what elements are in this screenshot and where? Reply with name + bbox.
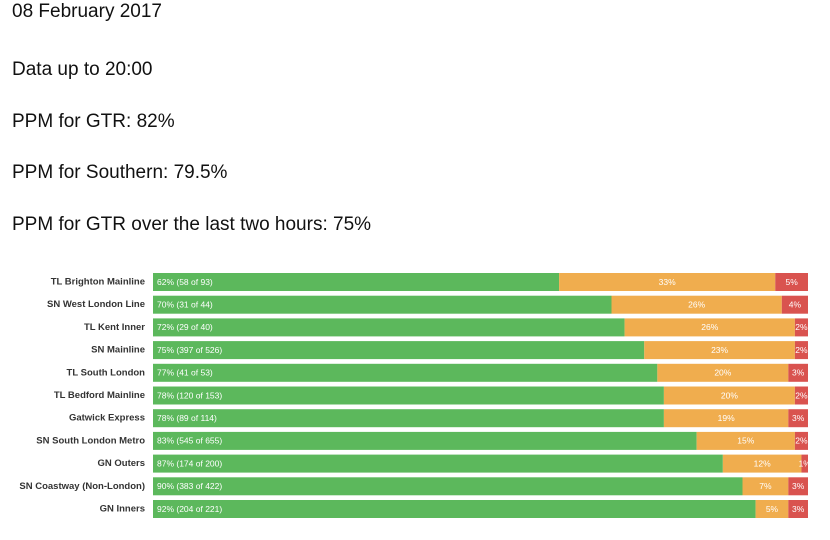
segment-label: 3% bbox=[792, 413, 805, 423]
segment-label: 3% bbox=[792, 504, 805, 514]
bar-segment bbox=[788, 409, 808, 428]
segment-label: 83% (545 of 655) bbox=[157, 436, 222, 446]
ppm-southern: PPM for Southern: 79.5% bbox=[12, 162, 228, 183]
bar-segment bbox=[696, 431, 795, 450]
segment-label: 90% (383 of 422) bbox=[157, 481, 222, 491]
segment-label: 15% bbox=[737, 436, 754, 446]
bar-segment bbox=[624, 318, 795, 337]
bar-segment bbox=[755, 500, 789, 518]
segment-label: 3% bbox=[792, 368, 805, 378]
segment-label: 20% bbox=[714, 368, 731, 378]
bar-segment bbox=[611, 295, 782, 314]
category-label: SN Mainline bbox=[91, 345, 145, 356]
segment-label: 78% (89 of 114) bbox=[157, 413, 217, 423]
category-label: TL South London bbox=[67, 367, 146, 378]
bar-segment bbox=[153, 454, 723, 473]
segment-label: 3% bbox=[792, 481, 805, 491]
segment-label: 75% (397 of 526) bbox=[157, 345, 222, 355]
segment-label: 26% bbox=[701, 322, 718, 332]
segment-label: 7% bbox=[759, 481, 772, 491]
category-label: SN Coastway (Non-London) bbox=[19, 481, 145, 492]
bar-segment bbox=[657, 363, 789, 382]
ppm-gtr-two-hours: PPM for GTR over the last two hours: 75% bbox=[12, 214, 371, 235]
category-label: SN South London Metro bbox=[36, 435, 145, 446]
bar-segment bbox=[742, 477, 789, 496]
data-up-to: Data up to 20:00 bbox=[12, 59, 153, 80]
segment-label: 26% bbox=[688, 299, 705, 309]
category-label: Gatwick Express bbox=[69, 413, 145, 424]
segment-label: 4% bbox=[789, 299, 802, 309]
segment-label: 2% bbox=[795, 436, 808, 446]
segment-label: 92% (204 of 221) bbox=[157, 504, 222, 514]
bar-segment bbox=[153, 431, 697, 450]
bar-segment bbox=[153, 477, 743, 496]
bar-segment bbox=[788, 500, 808, 518]
bar-segment bbox=[153, 273, 560, 291]
bar-segment bbox=[153, 295, 612, 314]
segment-label: 5% bbox=[766, 504, 779, 514]
bar-segment bbox=[153, 363, 658, 382]
segment-label: 23% bbox=[711, 345, 728, 355]
category-label: TL Bedford Mainline bbox=[54, 390, 145, 401]
bar-segment bbox=[153, 318, 625, 337]
segment-label: 2% bbox=[795, 390, 808, 400]
bar-segment bbox=[788, 477, 808, 496]
category-label: TL Kent Inner bbox=[84, 322, 145, 333]
bar-segment bbox=[153, 500, 756, 518]
bar-segment bbox=[663, 386, 795, 405]
bar-segment bbox=[722, 454, 802, 473]
bar-segment bbox=[788, 363, 808, 382]
segment-label: 62% (58 of 93) bbox=[157, 277, 213, 287]
bar-segment bbox=[794, 341, 808, 360]
segment-label: 77% (41 of 53) bbox=[157, 368, 213, 378]
bar-segment bbox=[794, 318, 808, 337]
bar-segment bbox=[559, 273, 776, 291]
segment-label: 12% bbox=[754, 458, 771, 468]
segment-label: 2% bbox=[795, 322, 808, 332]
bar-segment bbox=[644, 341, 795, 360]
segment-label: 33% bbox=[659, 277, 676, 287]
bar-segment bbox=[153, 409, 664, 428]
bar-segment bbox=[794, 431, 808, 450]
segment-label: 78% (120 of 153) bbox=[157, 390, 222, 400]
segment-label: 70% (31 of 44) bbox=[157, 299, 213, 309]
bar-segment bbox=[781, 295, 808, 314]
bar-segment bbox=[663, 409, 789, 428]
bar-segment bbox=[794, 386, 808, 405]
segment-label: 72% (29 of 40) bbox=[157, 322, 213, 332]
segment-label: 87% (174 of 200) bbox=[157, 458, 222, 468]
segment-label: 20% bbox=[721, 390, 738, 400]
date-text: 08 February 2017 bbox=[12, 1, 162, 22]
segment-label: 19% bbox=[718, 413, 735, 423]
segment-label: 2% bbox=[795, 345, 808, 355]
ppm-gtr: PPM for GTR: 82% bbox=[12, 111, 175, 132]
category-label: SN West London Line bbox=[47, 299, 145, 310]
category-label: TL Brighton Mainline bbox=[51, 277, 145, 288]
category-label: GN Outers bbox=[97, 458, 145, 469]
segment-label: 1% bbox=[799, 458, 812, 468]
bar-segment bbox=[801, 454, 808, 473]
bar-segment bbox=[775, 273, 808, 291]
segment-label: 5% bbox=[785, 277, 798, 287]
category-label: GN Inners bbox=[100, 504, 145, 515]
bar-segment bbox=[153, 341, 645, 360]
bar-segment bbox=[153, 386, 664, 405]
